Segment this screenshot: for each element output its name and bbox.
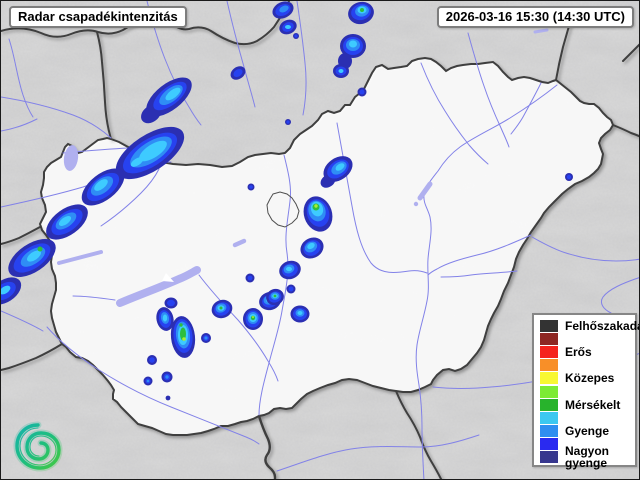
legend-color-swatch (540, 359, 558, 372)
radar-cell (303, 196, 333, 232)
legend-color-swatch (540, 319, 558, 332)
timestamp-box: 2026-03-16 15:30 (14:30 UTC) (436, 6, 634, 28)
legend-label: Mérsékelt (565, 397, 621, 412)
legend-item: Erős (540, 345, 635, 358)
map-title-box: Radar csapadékintenzitás (9, 6, 187, 28)
legend-color-swatch (540, 425, 558, 438)
radar-cell (115, 126, 185, 180)
radar-cell (211, 299, 233, 319)
legend-item: Nagyon gyenge (540, 445, 635, 469)
radar-cell (201, 333, 211, 343)
radar-cell (300, 237, 324, 259)
radar-cell (279, 260, 301, 280)
legend-label: Gyenge (565, 424, 610, 439)
radar-cell (247, 183, 255, 191)
radar-cell (1, 277, 22, 305)
legend-item (540, 359, 635, 372)
radar-cell (272, 1, 294, 19)
legend-label: Erős (565, 344, 592, 359)
budapest-outline (266, 191, 300, 228)
radar-cell (164, 297, 178, 309)
legend-color-swatch (540, 385, 558, 398)
legend-label: Közepes (565, 371, 615, 386)
legend-item: Közepes (540, 372, 635, 385)
lake-ferto (63, 145, 79, 171)
radar-cell (46, 204, 88, 240)
timestamp: 2026-03-16 15:30 (14:30 UTC) (445, 9, 625, 24)
lakes (57, 28, 549, 307)
legend-item: Mérsékelt (540, 398, 635, 411)
legend-label: Nagyon gyenge (565, 444, 610, 471)
radar-cell (357, 87, 367, 97)
radar-cell (293, 33, 299, 39)
radar-cell (147, 355, 157, 365)
legend-item: Gyenge (540, 425, 635, 438)
intensity-legend: Felhőszakadás Erős Közepes Mérsékelt Gyenge N… (532, 313, 639, 469)
legend-item: Felhőszakadás (540, 319, 639, 332)
radar-cell (286, 284, 296, 294)
radar-cell (8, 238, 56, 278)
radar-cell (245, 273, 255, 283)
legend-color-swatch (540, 398, 558, 411)
lake-balaton (116, 266, 201, 307)
radar-cell (348, 1, 374, 25)
legend-color-swatch (540, 372, 558, 385)
radar-cell (320, 156, 353, 188)
radar-cell (165, 395, 171, 401)
radar-cell (565, 173, 573, 181)
legend-color-swatch (540, 411, 558, 424)
radar-cell (279, 19, 297, 35)
met-service-spiral-logo-icon (13, 421, 63, 472)
page-title: Radar csapadékintenzitás (18, 9, 178, 24)
lake-tisza (417, 181, 433, 201)
radar-cell (143, 376, 153, 386)
legend-color-swatch (540, 345, 558, 358)
radar-cell (156, 307, 174, 331)
radar-cell (81, 168, 125, 206)
legend-label: Felhőszakadás (565, 318, 639, 333)
precipitation-cells (1, 1, 573, 401)
legend-color-swatch (540, 332, 558, 345)
radar-cell (333, 64, 349, 78)
legend-item (540, 438, 635, 451)
radar-cell (141, 77, 192, 124)
radar-cell (266, 288, 284, 306)
radar-cell (290, 305, 310, 323)
lake-velence (232, 238, 247, 248)
legend-color-swatch (540, 451, 558, 464)
radar-cell (170, 316, 196, 358)
radar-cell (230, 66, 246, 80)
legend-list: Felhőszakadás Erős Közepes Mérsékelt Gyenge N… (540, 319, 639, 469)
legend-item (540, 332, 635, 345)
radar-cell (285, 119, 291, 125)
radar-cell (161, 371, 173, 383)
legend-item (540, 385, 635, 398)
legend-color-swatch (540, 438, 558, 451)
legend-item (540, 411, 635, 424)
radar-cell (243, 308, 263, 330)
